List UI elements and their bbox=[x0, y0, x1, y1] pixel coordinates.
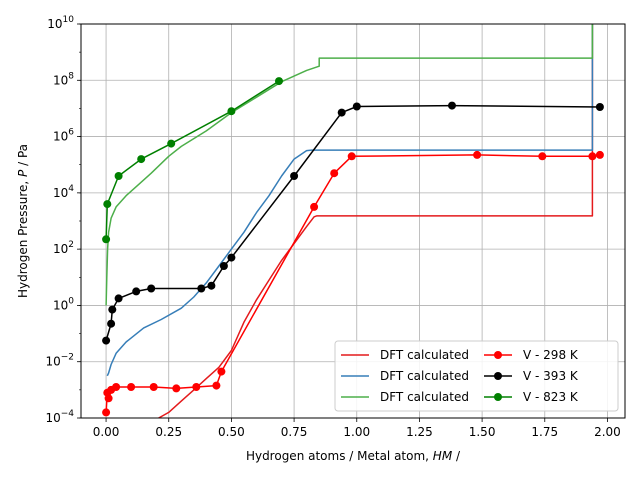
y-tick-label: 104 bbox=[53, 184, 74, 200]
data-point bbox=[595, 103, 604, 111]
data-point bbox=[330, 169, 339, 178]
data-point bbox=[114, 294, 123, 303]
series-5 bbox=[102, 77, 283, 244]
y-tick-label: 10−2 bbox=[45, 353, 74, 369]
data-point bbox=[347, 152, 356, 161]
legend-marker bbox=[494, 372, 502, 380]
data-point bbox=[227, 253, 236, 262]
data-point bbox=[212, 381, 221, 390]
x-axis-label: Hydrogen atoms / Metal atom, HM / bbox=[246, 449, 461, 463]
x-tick-label: 1.00 bbox=[343, 425, 370, 439]
data-point bbox=[538, 152, 547, 161]
data-point bbox=[108, 305, 117, 314]
data-point bbox=[102, 336, 111, 345]
data-point bbox=[102, 235, 111, 244]
series-line bbox=[105, 24, 594, 306]
series-0 bbox=[158, 24, 594, 418]
data-point bbox=[310, 202, 319, 211]
y-axis-label: Hydrogen Pressure, P / Pa bbox=[16, 144, 30, 298]
data-point bbox=[132, 287, 141, 296]
data-point bbox=[103, 200, 112, 209]
x-tick-label: 1.25 bbox=[406, 425, 433, 439]
data-point bbox=[595, 150, 604, 159]
legend-label: DFT calculated bbox=[380, 390, 469, 404]
series-2 bbox=[105, 24, 594, 306]
legend-label: DFT calculated bbox=[380, 348, 469, 362]
data-point bbox=[107, 319, 116, 328]
data-point bbox=[149, 383, 158, 391]
data-point bbox=[147, 284, 156, 293]
data-point bbox=[167, 139, 176, 148]
y-tick-label: 10−4 bbox=[45, 409, 74, 425]
data-point bbox=[192, 383, 201, 391]
data-point bbox=[337, 108, 346, 117]
x-axis-ticks: 0.00 0.25 0.50 0.75 1.00 1.25 1.50 1.75 2.00 bbox=[93, 418, 621, 439]
data-point bbox=[473, 150, 482, 159]
y-axis-ticks: 10−4 10−2 100 102 104 106 108 1010 bbox=[45, 15, 81, 425]
data-point bbox=[127, 383, 136, 391]
x-tick-label: 2.00 bbox=[594, 425, 621, 439]
legend-marker bbox=[494, 393, 502, 401]
series-layer bbox=[102, 24, 604, 418]
data-point bbox=[588, 152, 597, 161]
x-tick-label: 0.00 bbox=[93, 425, 120, 439]
y-tick-label: 102 bbox=[53, 240, 74, 256]
data-point bbox=[290, 172, 299, 180]
legend-box bbox=[334, 340, 619, 412]
data-point bbox=[352, 102, 361, 111]
y-tick-label: 1010 bbox=[47, 15, 74, 31]
y-tick-label: 100 bbox=[53, 296, 74, 312]
legend-label: V - 393 K bbox=[523, 369, 579, 383]
data-point bbox=[137, 155, 146, 164]
data-point bbox=[219, 262, 228, 270]
data-point bbox=[172, 384, 181, 393]
series-4 bbox=[102, 101, 604, 345]
series-line bbox=[158, 24, 594, 418]
data-point bbox=[102, 408, 111, 417]
data-point bbox=[275, 77, 283, 86]
x-tick-label: 0.25 bbox=[155, 425, 182, 439]
data-point bbox=[227, 107, 236, 116]
data-point bbox=[112, 383, 121, 391]
legend-label: V - 298 K bbox=[523, 348, 579, 362]
x-tick-label: 1.50 bbox=[469, 425, 496, 439]
data-point bbox=[104, 394, 113, 403]
series-line bbox=[106, 24, 594, 377]
y-tick-label: 108 bbox=[53, 71, 74, 87]
data-point bbox=[207, 281, 216, 290]
legend-marker bbox=[494, 351, 502, 359]
data-point bbox=[217, 367, 226, 376]
legend-label: V - 823 K bbox=[523, 390, 579, 404]
x-tick-label: 0.75 bbox=[281, 425, 308, 439]
series-3 bbox=[102, 150, 604, 417]
series-1 bbox=[106, 24, 594, 377]
legend: DFT calculated DFT calculated DFT calculat… bbox=[334, 340, 619, 412]
data-point bbox=[114, 172, 123, 180]
x-tick-label: 1.75 bbox=[531, 425, 558, 439]
legend-label: DFT calculated bbox=[380, 369, 469, 383]
data-point bbox=[448, 101, 456, 110]
x-tick-label: 0.50 bbox=[218, 425, 245, 439]
y-tick-label: 106 bbox=[53, 128, 74, 144]
data-point bbox=[197, 284, 206, 293]
